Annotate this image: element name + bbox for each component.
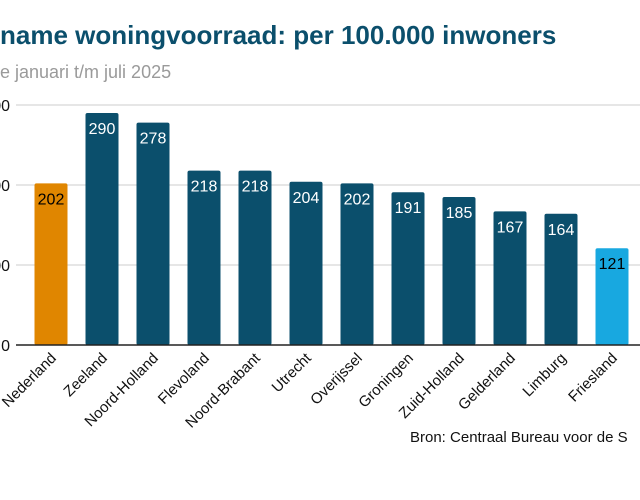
data-label: 167 [497,219,524,236]
data-label: 202 [344,191,371,208]
data-label: 191 [395,200,422,217]
y-tick-label: 300 [0,98,10,115]
bar [544,213,578,345]
data-label: 278 [140,131,167,148]
bar [493,211,527,345]
bar [238,170,272,345]
bar [289,181,323,345]
chart-subtitle: e januari t/m juli 2025 [0,62,172,82]
y-tick-label: 0 [1,338,10,355]
y-tick-label: 200 [0,178,10,195]
source-note: Bron: Centraal Bureau voor de S [410,429,628,446]
x-tick-label: Nederland [0,350,60,411]
bar [85,113,119,345]
x-tick-label: Zeeland [60,350,110,400]
bar [391,192,425,345]
bar [136,122,170,345]
bar [442,197,476,345]
bar [595,248,629,345]
x-tick-label: Friesland [565,350,621,406]
x-tick-label: Utrecht [269,349,316,396]
data-label: 204 [293,190,320,207]
bar [340,183,374,345]
data-label: 218 [191,179,218,196]
data-label: 202 [38,191,65,208]
bar [34,183,68,345]
data-label: 185 [446,205,473,222]
y-tick-label: 100 [0,258,10,275]
data-label: 290 [89,121,116,138]
data-label: 121 [599,256,626,273]
data-label: 218 [242,179,269,196]
data-label: 164 [548,222,575,239]
bar [187,170,221,345]
chart-title: name woningvoorraad: per 100.000 inwoner… [0,20,557,50]
x-tick-label: Limburg [519,350,569,400]
